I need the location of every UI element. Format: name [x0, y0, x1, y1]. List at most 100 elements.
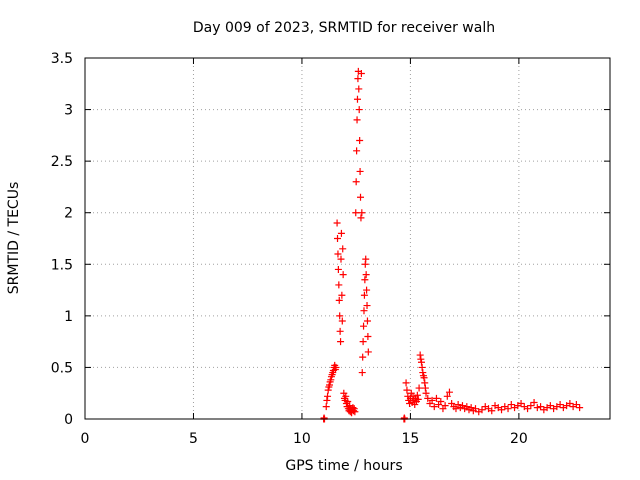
data-point	[357, 193, 365, 201]
data-point	[437, 397, 445, 405]
y-tick-label: 0.5	[51, 360, 73, 376]
data-point	[414, 395, 422, 403]
data-point	[334, 250, 342, 258]
data-point	[445, 388, 453, 396]
y-tick-label: 2	[64, 206, 73, 222]
data-point	[353, 95, 361, 103]
data-point	[566, 400, 574, 408]
data-point	[417, 355, 425, 363]
data-point	[419, 369, 427, 377]
data-point	[418, 363, 426, 371]
x-axis-label: GPS time / hours	[285, 458, 402, 474]
data-point	[546, 402, 554, 410]
data-point	[361, 276, 369, 284]
data-point	[362, 271, 370, 279]
data-point	[364, 332, 372, 340]
y-tick-label: 0	[64, 412, 73, 428]
data-point	[417, 358, 425, 366]
data-point	[359, 338, 367, 346]
x-tick-label: 5	[189, 431, 198, 447]
data-point	[356, 137, 364, 145]
data-point	[428, 396, 436, 404]
data-point	[335, 296, 343, 304]
data-point	[336, 327, 344, 335]
data-point	[556, 401, 564, 409]
data-point	[360, 307, 368, 315]
data-point	[332, 363, 340, 371]
plot-frame	[84, 57, 611, 420]
data-point	[363, 286, 371, 294]
data-point	[339, 271, 347, 279]
data-point	[488, 407, 496, 415]
data-point	[533, 404, 541, 412]
data-points	[320, 67, 584, 423]
data-point	[421, 379, 429, 387]
data-point	[335, 281, 343, 289]
chart-title: Day 009 of 2023, SRMTID for receiver wal…	[193, 20, 495, 36]
data-point	[327, 376, 335, 384]
data-point	[357, 214, 365, 222]
data-point	[504, 405, 512, 413]
x-tick-label: 0	[81, 431, 90, 447]
data-point	[530, 398, 538, 406]
data-point	[334, 265, 342, 273]
data-point	[413, 391, 421, 399]
data-point	[352, 209, 360, 217]
data-point	[478, 406, 486, 414]
data-point	[358, 369, 366, 377]
data-point	[362, 255, 370, 263]
data-point	[363, 302, 371, 310]
data-point	[353, 116, 361, 124]
data-point	[339, 245, 347, 253]
data-point	[422, 389, 430, 397]
data-point	[420, 374, 428, 382]
data-point	[360, 322, 368, 330]
data-point	[471, 405, 479, 413]
y-tick-label: 3.5	[51, 51, 73, 67]
data-point	[354, 75, 362, 83]
data-point	[334, 235, 342, 242]
data-point	[349, 404, 357, 412]
data-point	[359, 353, 367, 361]
data-point	[360, 291, 368, 299]
data-point	[537, 403, 545, 411]
grid	[85, 58, 610, 419]
x-axis-ticks: 0 5 10 15 20	[81, 58, 528, 447]
data-point	[355, 85, 363, 93]
data-point	[363, 317, 371, 325]
data-point	[333, 219, 341, 227]
data-point	[572, 401, 580, 409]
data-point	[432, 394, 440, 402]
data-point	[337, 255, 345, 263]
x-tick-label: 15	[401, 431, 419, 447]
y-tick-label: 2.5	[51, 154, 73, 170]
data-point	[322, 403, 330, 411]
y-tick-label: 1.5	[51, 257, 73, 273]
x-tick-label: 10	[293, 431, 311, 447]
y-axis-label: SRMTID / TECUs	[6, 182, 22, 295]
data-point	[356, 167, 364, 175]
data-point	[357, 69, 365, 77]
data-point	[364, 348, 372, 356]
data-point	[355, 106, 363, 114]
data-point	[402, 379, 410, 387]
data-point	[421, 384, 429, 392]
data-point	[337, 338, 345, 346]
data-point	[576, 404, 584, 412]
data-point	[325, 381, 333, 389]
data-point	[342, 392, 350, 400]
data-point	[323, 396, 331, 404]
data-point	[338, 291, 346, 299]
y-axis-ticks: 0 0.5 1 1.5 2 2.5 3 3.5	[51, 51, 610, 428]
y-tick-label: 3	[64, 103, 73, 119]
data-point	[353, 147, 361, 155]
data-point	[443, 392, 451, 400]
data-point	[337, 229, 345, 237]
data-point	[358, 209, 366, 217]
data-point	[415, 384, 423, 392]
data-point	[441, 402, 449, 410]
x-tick-label: 20	[510, 431, 528, 447]
data-point	[336, 312, 344, 320]
data-point	[407, 389, 415, 397]
